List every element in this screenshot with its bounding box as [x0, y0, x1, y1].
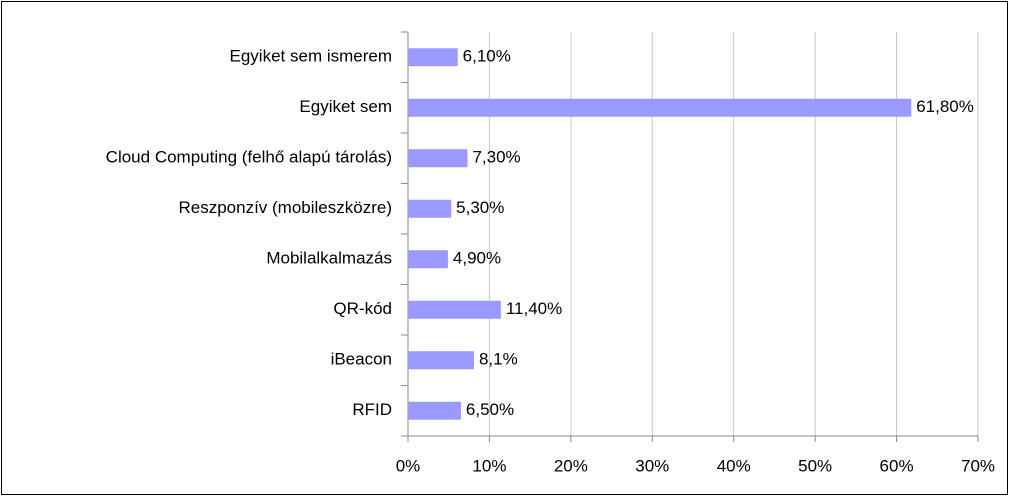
y-tick-label: Mobilalkalmazás [266, 249, 392, 268]
x-tick-label: 0% [396, 456, 421, 475]
bar [408, 98, 912, 117]
y-tick-label: Reszponzív (mobileszközre) [178, 198, 392, 217]
bar [408, 300, 501, 319]
data-label: 8,1% [479, 350, 518, 369]
bar [408, 401, 461, 420]
y-tick-label: Egyiket sem ismerem [230, 47, 392, 66]
data-label: 5,30% [456, 198, 504, 217]
x-tick-label: 60% [880, 456, 914, 475]
bar [408, 351, 474, 370]
x-tick-label: 50% [798, 456, 832, 475]
data-label: 11,40% [506, 299, 562, 318]
bar [408, 250, 448, 269]
bar [408, 149, 468, 168]
data-label: 7,30% [472, 148, 520, 167]
data-label: 4,90% [453, 249, 501, 268]
y-tick-label: RFID [352, 400, 392, 419]
x-tick-label: 40% [717, 456, 751, 475]
x-tick-label: 20% [554, 456, 588, 475]
x-tick-label: 70% [961, 456, 995, 475]
data-label: 61,80% [916, 97, 974, 116]
data-label: 6,50% [466, 400, 514, 419]
bar [408, 199, 452, 218]
y-tick-label: QR-kód [333, 299, 392, 318]
x-tick-label: 30% [635, 456, 669, 475]
x-tick-label: 10% [472, 456, 506, 475]
y-tick-label: Egyiket sem [299, 97, 392, 116]
y-tick-label: iBeacon [331, 350, 392, 369]
data-label: 6,10% [463, 47, 511, 66]
y-tick-label: Cloud Computing (felhő alapú tárolás) [106, 148, 392, 167]
bar [408, 48, 458, 67]
